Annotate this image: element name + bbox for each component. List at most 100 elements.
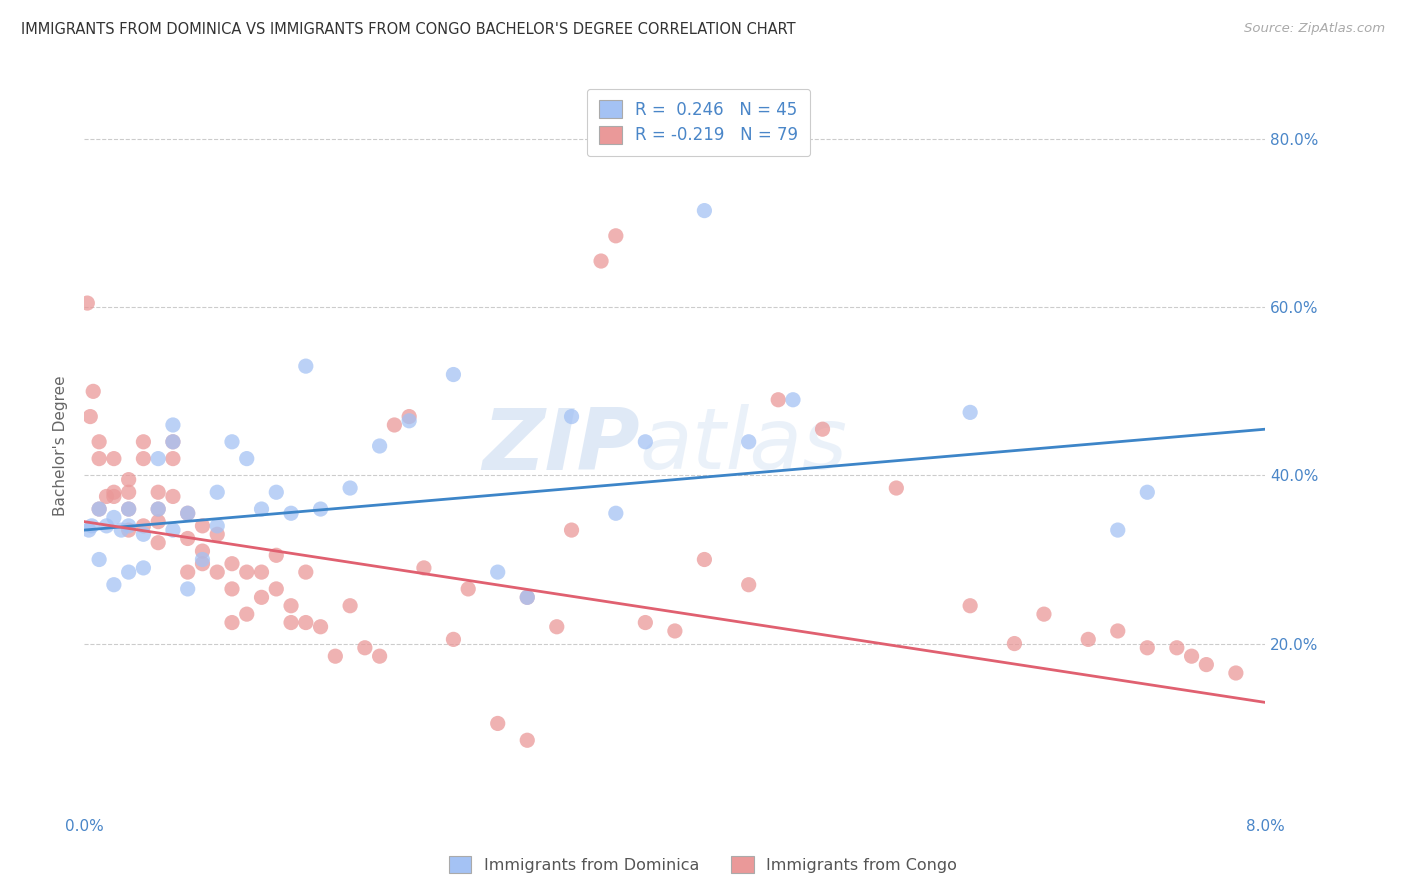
Point [236,451,259,466]
Point [132,519,155,533]
Point [162,434,184,449]
Point [737,578,759,592]
Point [309,502,332,516]
Point [768,392,790,407]
Point [148,502,170,516]
Point [398,414,420,428]
Point [516,591,538,605]
Point [1225,665,1247,680]
Point [205,485,228,500]
Point [177,532,200,546]
Point [250,565,273,579]
Point [110,523,132,537]
Point [782,392,804,407]
Point [264,549,288,563]
Point [1032,607,1054,622]
Point [148,451,170,466]
Point [516,733,538,747]
Point [339,481,361,495]
Point [162,417,184,432]
Text: Source: ZipAtlas.com: Source: ZipAtlas.com [1244,22,1385,36]
Point [664,624,686,638]
Point [118,502,141,516]
Point [177,506,200,520]
Point [77,523,100,537]
Point [368,439,391,453]
Point [1107,523,1129,537]
Point [162,434,184,449]
Point [457,582,479,596]
Point [221,557,243,571]
Point [205,565,228,579]
Point [82,384,104,399]
Point [132,451,155,466]
Point [1181,649,1204,664]
Point [191,557,214,571]
Point [382,417,406,432]
Point [1136,640,1159,655]
Point [221,582,243,596]
Point [546,620,568,634]
Point [560,409,583,424]
Point [605,228,627,243]
Point [486,565,509,579]
Point [103,485,125,500]
Point [811,422,834,436]
Point [89,552,111,566]
Point [693,552,716,566]
Point [118,485,141,500]
Point [103,578,125,592]
Point [177,506,200,520]
Point [118,519,141,533]
Y-axis label: Bachelor's Degree: Bachelor's Degree [53,376,69,516]
Point [250,502,273,516]
Point [103,510,125,524]
Point [693,203,716,218]
Point [413,561,436,575]
Point [443,368,465,382]
Point [737,434,759,449]
Point [1166,640,1188,655]
Point [486,716,509,731]
Point [148,535,170,549]
Point [191,519,214,533]
Point [177,565,200,579]
Point [191,544,214,558]
Point [280,506,302,520]
Point [205,519,228,533]
Point [368,649,391,664]
Point [295,359,318,373]
Point [309,620,332,634]
Point [959,405,981,419]
Point [118,523,141,537]
Point [560,523,583,537]
Point [1195,657,1218,672]
Point [132,561,155,575]
Point [605,506,627,520]
Point [339,599,361,613]
Point [221,434,243,449]
Text: ZIP: ZIP [482,404,640,488]
Point [295,565,318,579]
Point [162,490,184,504]
Point [236,565,259,579]
Point [103,451,125,466]
Point [148,485,170,500]
Point [236,607,259,622]
Point [280,615,302,630]
Point [280,599,302,613]
Point [103,490,125,504]
Point [634,434,657,449]
Point [1107,624,1129,638]
Point [323,649,347,664]
Point [591,254,613,268]
Point [76,296,98,310]
Point [118,473,141,487]
Point [148,515,170,529]
Point [398,409,420,424]
Point [886,481,908,495]
Text: IMMIGRANTS FROM DOMINICA VS IMMIGRANTS FROM CONGO BACHELOR'S DEGREE CORRELATION : IMMIGRANTS FROM DOMINICA VS IMMIGRANTS F… [21,22,796,37]
Point [162,523,184,537]
Point [80,519,103,533]
Point [264,582,288,596]
